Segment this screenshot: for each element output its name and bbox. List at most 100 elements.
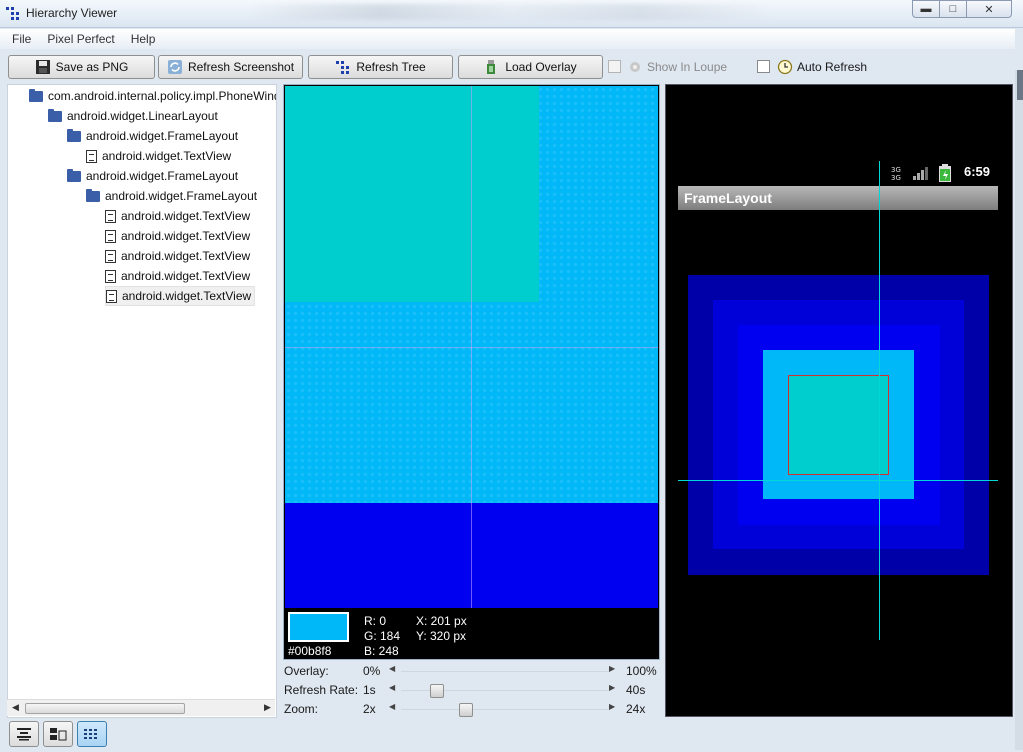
screenshot-preview-panel[interactable]: 3G 3G 6:59 FrameLayout <box>665 84 1013 717</box>
tree-view-mode-button[interactable] <box>9 721 39 747</box>
tree-node[interactable]: android.widget.TextView <box>105 286 256 306</box>
green-value: G: 184 <box>364 629 401 643</box>
refresh-tree-label: Refresh Tree <box>356 60 426 74</box>
refresh-tree-button[interactable]: Refresh Tree <box>308 55 453 79</box>
scroll-left-icon[interactable]: ◀ <box>12 702 19 712</box>
save-as-png-button[interactable]: Save as PNG <box>8 55 155 79</box>
tree-node[interactable]: android.widget.LinearLayout <box>48 106 218 126</box>
preview-crosshair-horizontal <box>678 480 998 481</box>
app-title-bar: FrameLayout <box>678 186 998 210</box>
floppy-disk-icon <box>35 60 50 74</box>
battery-charging-icon <box>939 164 951 182</box>
refresh-rate-slider-row: Refresh Rate: 1s ◀ ▶ 40s <box>283 682 663 700</box>
document-icon <box>105 209 116 223</box>
hierarchy-viewer-icon <box>6 7 19 20</box>
overlay-increase-icon[interactable]: ▶ <box>609 664 616 673</box>
tree-node[interactable]: android.widget.FrameLayout <box>67 126 238 146</box>
tree-node[interactable]: android.widget.FrameLayout <box>86 186 257 206</box>
selected-textview-box[interactable] <box>788 375 889 475</box>
loupe-gear-icon <box>630 62 640 72</box>
list-align-icon <box>17 728 31 741</box>
maximize-icon: □ <box>949 3 957 15</box>
tree-node[interactable]: android.widget.TextView <box>105 246 250 266</box>
layout-view-mode-button[interactable] <box>43 721 73 747</box>
tree-node-label: android.widget.TextView <box>121 229 251 243</box>
menu-file[interactable]: File <box>12 32 32 46</box>
tree-horizontal-scrollbar[interactable]: ◀ ▶ <box>7 699 275 716</box>
load-overlay-button[interactable]: Load Overlay <box>458 55 603 79</box>
tree-node[interactable]: android.widget.TextView <box>105 226 250 246</box>
menu-bar: File Pixel Perfect Help <box>0 29 1015 49</box>
red-value: R: 0 <box>364 614 387 628</box>
refresh-rate-label: Refresh Rate: <box>284 683 359 697</box>
folder-icon <box>29 88 43 102</box>
preview-crosshair-vertical <box>879 161 880 640</box>
svg-text:3G: 3G <box>891 166 901 174</box>
tree-node[interactable]: android.widget.TextView <box>105 266 250 286</box>
tree-node-label: android.widget.FrameLayout <box>86 169 239 183</box>
refresh-rate-increase-icon[interactable]: ▶ <box>609 683 616 692</box>
window-edge-scrollbar <box>1015 70 1023 750</box>
x-coordinate: X: 201 px <box>416 614 467 628</box>
auto-refresh-label: Auto Refresh <box>797 60 868 74</box>
tree-node-label: android.widget.TextView <box>122 289 252 303</box>
tree-node-label: com.android.internal.policy.impl.PhoneWi… <box>48 89 276 103</box>
pixel-perfect-mode-button[interactable] <box>77 721 107 747</box>
load-overlay-label: Load Overlay <box>505 60 577 74</box>
color-hex-value: #00b8f8 <box>288 644 332 658</box>
close-button[interactable]: ✕ <box>966 0 1012 18</box>
menu-help[interactable]: Help <box>130 32 156 46</box>
loupe-panel[interactable]: #00b8f8 R: 0 G: 184 B: 248 X: 201 px Y: … <box>283 84 660 660</box>
loupe-zoomed-image[interactable] <box>285 86 658 608</box>
overlay-slider-track[interactable] <box>401 671 609 672</box>
title-bar: Hierarchy Viewer ▬ □ ✕ <box>0 0 1023 28</box>
tree-node[interactable]: android.widget.FrameLayout <box>67 166 238 186</box>
tree-node[interactable]: android.widget.TextView <box>105 206 250 226</box>
folder-icon <box>48 108 62 122</box>
overlay-label: Overlay: <box>284 664 329 678</box>
signal-strength-icon <box>913 167 928 180</box>
y-coordinate: Y: 320 px <box>416 629 467 643</box>
document-icon <box>106 289 117 303</box>
tree-node-label: android.widget.TextView <box>121 249 251 263</box>
refresh-rate-slider-thumb[interactable] <box>430 684 445 698</box>
zoom-slider-track[interactable] <box>401 709 609 710</box>
blue-value: B: 248 <box>364 644 399 658</box>
save-as-png-label: Save as PNG <box>55 60 129 74</box>
zoom-decrease-icon[interactable]: ◀ <box>389 702 396 711</box>
refresh-screenshot-button[interactable]: Refresh Screenshot <box>158 55 303 79</box>
tree-node-label: android.widget.TextView <box>102 149 232 163</box>
view-hierarchy-tree[interactable]: com.android.internal.policy.impl.PhoneWi… <box>7 84 277 718</box>
tree-node-label: android.widget.LinearLayout <box>67 109 218 123</box>
show-in-loupe-checkbox[interactable] <box>608 60 621 73</box>
auto-refresh-checkbox[interactable] <box>757 60 770 73</box>
refresh-screenshot-label: Refresh Screenshot <box>187 60 295 74</box>
maximize-button[interactable]: □ <box>939 0 967 18</box>
refresh-rate-max: 40s <box>626 683 646 697</box>
document-icon <box>105 249 116 263</box>
folder-icon <box>67 168 81 182</box>
show-in-loupe-label: Show In Loupe <box>647 60 728 74</box>
scrollbar-thumb[interactable] <box>25 703 185 714</box>
zoom-increase-icon[interactable]: ▶ <box>609 702 616 711</box>
tree-node-label: android.widget.TextView <box>121 269 251 283</box>
refresh-rate-slider-track[interactable] <box>401 690 609 691</box>
tree-node[interactable]: android.widget.TextView <box>86 146 231 166</box>
color-swatch <box>288 612 349 642</box>
toolbar: Save as PNG Refresh Screenshot Refresh T… <box>0 52 1015 82</box>
refresh-screenshot-icon <box>167 60 182 74</box>
overlay-decrease-icon[interactable]: ◀ <box>389 664 396 673</box>
menu-pixel-perfect[interactable]: Pixel Perfect <box>47 32 115 46</box>
zoom-slider-thumb[interactable] <box>459 703 474 717</box>
minimize-button[interactable]: ▬ <box>912 0 940 18</box>
window-title: Hierarchy Viewer <box>26 6 118 20</box>
tree-node-label: android.widget.FrameLayout <box>86 129 239 143</box>
device-status-bar: 3G 3G 6:59 <box>666 161 1012 185</box>
close-icon: ✕ <box>984 3 994 16</box>
refresh-rate-decrease-icon[interactable]: ◀ <box>389 683 396 692</box>
tree-node[interactable]: com.android.internal.policy.impl.PhoneWi… <box>29 86 276 106</box>
scroll-right-icon[interactable]: ▶ <box>264 702 271 712</box>
svg-text:3G: 3G <box>891 174 901 181</box>
document-icon <box>86 149 97 163</box>
